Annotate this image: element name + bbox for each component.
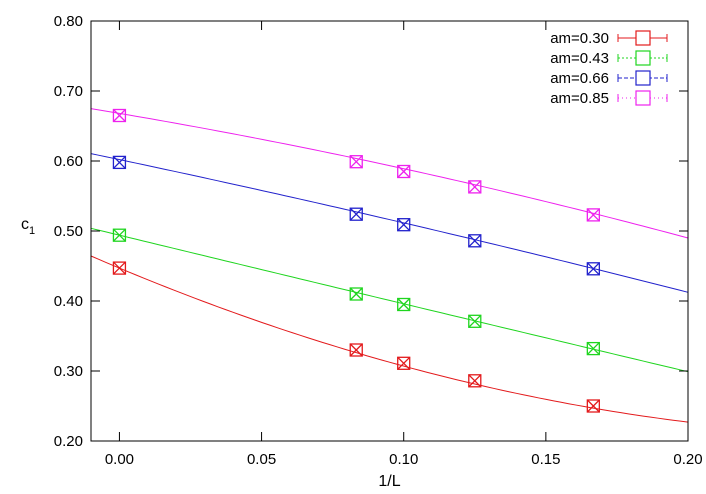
data-point	[586, 208, 600, 222]
fit-curve	[90, 108, 689, 239]
fit-curve	[90, 255, 689, 423]
data-point	[586, 399, 600, 413]
legend-marker	[635, 90, 651, 106]
y-axis-label-sub: 1	[29, 225, 35, 237]
data-point	[349, 207, 363, 221]
data-point	[468, 314, 482, 328]
legend-marker	[635, 50, 651, 66]
data-point	[349, 155, 363, 169]
axis-ticks	[91, 20, 689, 442]
legend-marker	[635, 30, 651, 46]
y-axis-label-main: c	[21, 216, 29, 233]
y-tick-label: 0.80	[54, 13, 83, 30]
legend-label: am=0.66	[550, 70, 609, 87]
data-point	[397, 297, 411, 312]
legend-entry: am=0.85	[550, 90, 668, 107]
legend-entry: am=0.30	[550, 30, 668, 47]
data-point	[397, 164, 411, 179]
data-point	[397, 218, 411, 232]
y-tick-label: 0.70	[54, 83, 83, 100]
data-point	[112, 108, 127, 123]
x-tick-label: 0.10	[389, 451, 418, 468]
fit-curves	[90, 108, 689, 423]
legend-entry: am=0.66	[550, 70, 668, 87]
data-point	[349, 287, 363, 301]
data-point	[112, 261, 127, 275]
data-point	[468, 234, 482, 248]
legend-label: am=0.43	[550, 50, 609, 67]
data-point	[112, 228, 127, 242]
data-markers	[112, 108, 600, 413]
x-tick-label: 0.00	[105, 451, 134, 468]
data-point	[397, 356, 411, 370]
y-tick-label: 0.30	[54, 363, 83, 380]
y-tick-label: 0.60	[54, 153, 83, 170]
x-tick-label: 0.15	[531, 451, 560, 468]
legend-label: am=0.30	[550, 30, 609, 47]
data-point	[468, 374, 482, 388]
x-tick-label: 0.05	[247, 451, 276, 468]
y-tick-label: 0.50	[54, 223, 83, 240]
data-point	[112, 155, 127, 170]
legend-entry: am=0.43	[550, 50, 668, 67]
legend-label: am=0.85	[550, 90, 609, 107]
fit-curve	[90, 227, 689, 373]
data-point	[468, 180, 482, 194]
legend-marker	[635, 70, 651, 86]
x-tick-label: 0.20	[673, 451, 702, 468]
fit-curve	[90, 153, 689, 293]
y-tick-label: 0.40	[54, 293, 83, 310]
y-axis-label: c1	[21, 216, 35, 237]
data-point	[349, 343, 363, 357]
data-point	[586, 341, 600, 356]
y-tick-label: 0.20	[54, 433, 83, 450]
x-axis-label: 1/L	[378, 473, 400, 490]
legend: am=0.30 am=0.43 am=0.66 am=0.85	[550, 30, 668, 107]
tick-labels: 0.00 0.05 0.10 0.15 0.20 0.20 0.30 0.40 0.50 0.60…	[54, 13, 703, 468]
data-point	[586, 262, 600, 276]
